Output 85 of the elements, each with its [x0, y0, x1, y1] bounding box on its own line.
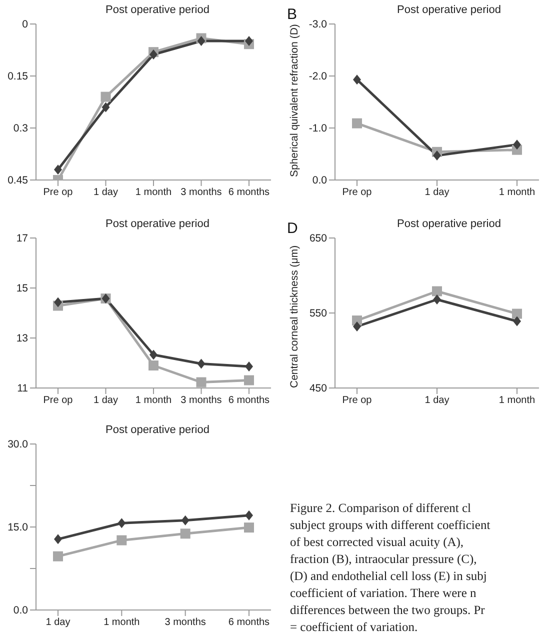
y-tick-label: 0.45	[8, 174, 28, 187]
point	[353, 74, 361, 85]
y-tick-label: 13	[16, 332, 28, 345]
text: (D) and endothelial cell loss (E) in subj	[290, 568, 488, 585]
point	[53, 551, 63, 562]
x-tick-label: 1 month	[104, 617, 140, 628]
y-tick-label: 650	[309, 232, 328, 245]
chart-title: Post operative period	[104, 4, 210, 16]
point	[100, 92, 111, 102]
text: differences between the two groups. Pr	[290, 602, 486, 619]
point	[244, 375, 254, 386]
x-tick-label: 1 month	[498, 187, 536, 198]
x-tick-label: 1 day	[46, 617, 70, 628]
text: coefficient of variation. There were n	[290, 585, 478, 602]
point	[118, 518, 126, 528]
y-tick-label: -1.0	[308, 122, 328, 135]
y-axis-title: Spherical quivalent refraction (D)	[288, 24, 301, 177]
x-tick-label: 6 months	[228, 395, 270, 406]
x-tick-label: 1 day	[424, 395, 450, 406]
point	[148, 360, 158, 370]
point	[196, 377, 206, 388]
text: = coefficient of variation.	[290, 619, 419, 636]
y-tick-label: 17	[16, 232, 28, 245]
y-tick-label: 0.3	[13, 122, 28, 135]
text: B	[287, 6, 298, 23]
y-tick-label: -2.0	[308, 70, 328, 83]
caption: Figure 2. Comparison of different cl	[290, 500, 472, 517]
y-tick-label: 11	[17, 382, 28, 395]
point	[433, 150, 441, 161]
point	[150, 350, 158, 360]
y-tick-label: 450	[309, 382, 328, 395]
point	[245, 362, 253, 372]
point	[353, 322, 361, 332]
chart-title: Post operative period	[104, 424, 210, 436]
y-tick-label: 0.15	[8, 70, 28, 83]
point	[352, 118, 362, 128]
x-tick-label: 3 months	[180, 395, 222, 406]
y-tick-label: 550	[309, 308, 328, 320]
point	[245, 510, 253, 520]
point	[150, 50, 158, 60]
x-tick-label: 1 month	[135, 395, 172, 406]
y-tick-label: -3.0	[308, 18, 328, 31]
y-tick-label: 0.0	[312, 174, 328, 187]
x-tick-label: 1 day	[94, 395, 118, 406]
point	[180, 528, 190, 539]
y-tick-label: 15.0	[8, 522, 28, 534]
point	[54, 534, 62, 544]
point	[512, 308, 522, 319]
point	[197, 358, 206, 369]
text: fraction (B), intraocular pressure (C),	[290, 551, 478, 568]
x-tick-label: 3 months	[164, 617, 206, 628]
y-axis-title: Central corneal thickness (μm)	[288, 245, 301, 388]
x-tick-label: Pre op	[43, 187, 74, 198]
x-tick-label: 1 day	[424, 187, 450, 198]
point	[181, 515, 190, 526]
point	[197, 36, 206, 46]
point	[432, 286, 442, 296]
point	[54, 297, 62, 308]
chart-title: Post operative period	[396, 218, 502, 230]
y-tick-label: 15	[16, 282, 28, 295]
point	[513, 316, 521, 326]
text: subject groups with different coefficient	[290, 517, 492, 534]
x-tick-label: 1 month	[498, 395, 536, 406]
point	[245, 36, 253, 46]
x-tick-label: Pre op	[342, 187, 372, 198]
text: of best corrected visual acuity (A),	[290, 534, 465, 551]
point	[116, 535, 127, 546]
x-tick-label: 6 months	[228, 617, 270, 628]
x-tick-label: Pre op	[43, 395, 74, 406]
text: D	[287, 220, 298, 237]
chart-title: Post operative period	[396, 4, 502, 16]
x-tick-label: 6 months	[228, 187, 270, 198]
point	[244, 522, 254, 533]
y-tick-label: 0.0	[13, 604, 28, 617]
x-tick-label: 1 month	[135, 187, 172, 198]
point	[102, 102, 110, 112]
y-tick-label: 0	[22, 18, 28, 31]
x-tick-label: Pre op	[342, 395, 372, 406]
point	[54, 164, 62, 175]
x-tick-label: 1 day	[94, 187, 118, 198]
chart-title: Post operative period	[104, 218, 210, 230]
point	[433, 294, 441, 304]
y-tick-label: 30.0	[8, 438, 28, 451]
x-tick-label: 3 months	[180, 187, 222, 198]
point	[513, 140, 521, 150]
